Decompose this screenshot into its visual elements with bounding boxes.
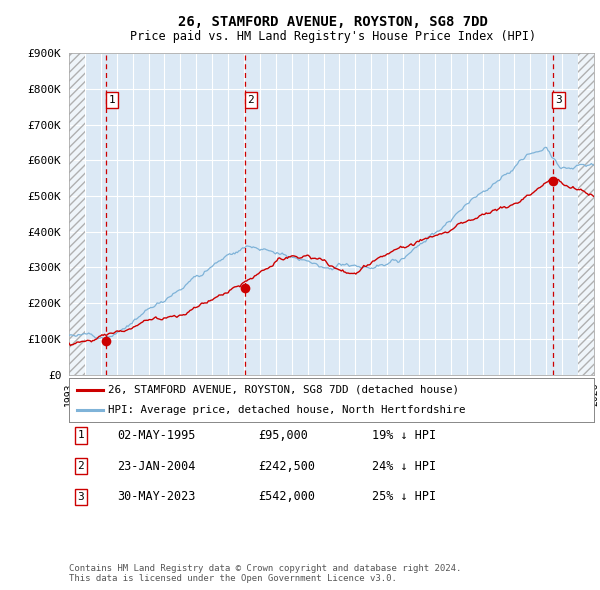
Text: 26, STAMFORD AVENUE, ROYSTON, SG8 7DD (detached house): 26, STAMFORD AVENUE, ROYSTON, SG8 7DD (d…: [109, 385, 460, 395]
Text: 2: 2: [77, 461, 85, 471]
Text: 1: 1: [109, 95, 115, 104]
Text: 2: 2: [248, 95, 254, 104]
Text: 19% ↓ HPI: 19% ↓ HPI: [372, 429, 436, 442]
Text: 3: 3: [77, 492, 85, 502]
Text: 24% ↓ HPI: 24% ↓ HPI: [372, 460, 436, 473]
Text: HPI: Average price, detached house, North Hertfordshire: HPI: Average price, detached house, Nort…: [109, 405, 466, 415]
Text: £542,000: £542,000: [258, 490, 315, 503]
Text: 30-MAY-2023: 30-MAY-2023: [117, 490, 196, 503]
Text: 25% ↓ HPI: 25% ↓ HPI: [372, 490, 436, 503]
Text: 23-JAN-2004: 23-JAN-2004: [117, 460, 196, 473]
Bar: [578, 53, 594, 375]
Text: Contains HM Land Registry data © Crown copyright and database right 2024.
This d: Contains HM Land Registry data © Crown c…: [69, 563, 461, 583]
Text: 26, STAMFORD AVENUE, ROYSTON, SG8 7DD: 26, STAMFORD AVENUE, ROYSTON, SG8 7DD: [178, 15, 488, 30]
Text: £95,000: £95,000: [258, 429, 308, 442]
Bar: [578, 53, 594, 375]
Bar: [69, 53, 85, 375]
Text: 1: 1: [77, 431, 85, 440]
Text: 3: 3: [555, 95, 562, 104]
Text: Price paid vs. HM Land Registry's House Price Index (HPI): Price paid vs. HM Land Registry's House …: [130, 30, 536, 43]
Text: 02-MAY-1995: 02-MAY-1995: [117, 429, 196, 442]
Text: £242,500: £242,500: [258, 460, 315, 473]
Bar: [69, 53, 85, 375]
